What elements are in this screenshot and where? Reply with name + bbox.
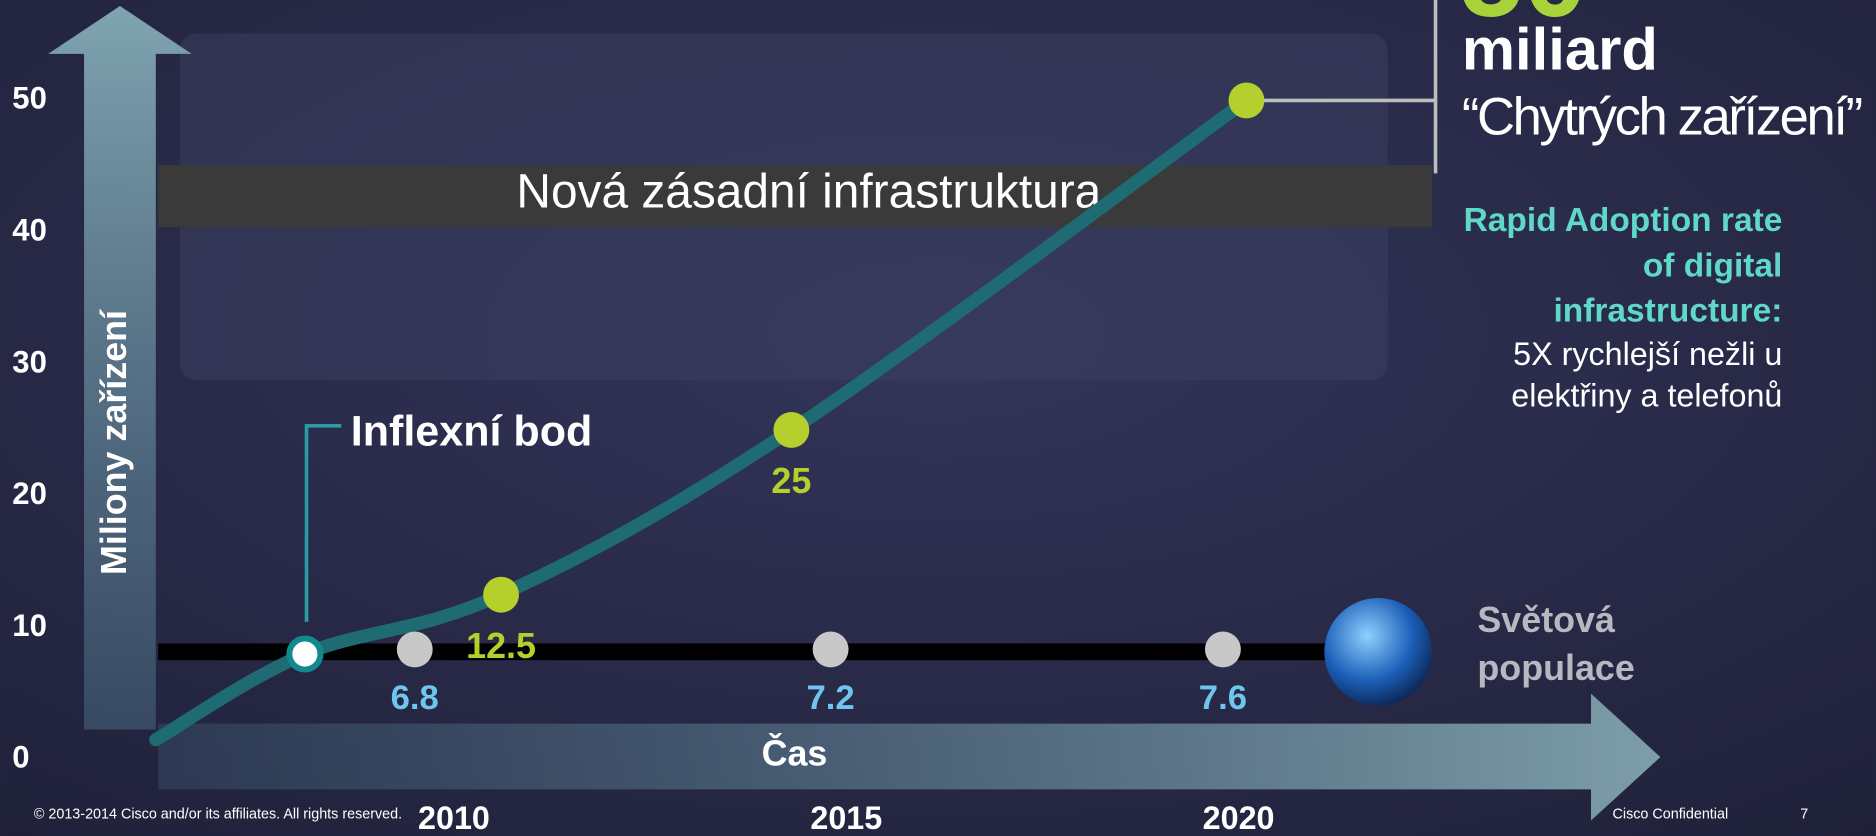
page: Nová zásadní infrastruktura Čas Miliony … xyxy=(0,0,1876,836)
x-tick-label: 2010 xyxy=(418,800,490,836)
inflection-label: Inflexní bod xyxy=(351,408,593,456)
y-tick-label: 40 xyxy=(12,212,47,247)
population-label: 7.2 xyxy=(807,679,855,717)
slide: Nová zásadní infrastruktura Čas Miliony … xyxy=(0,0,1876,836)
y-tick-label: 50 xyxy=(12,81,47,116)
y-axis-label: Miliony zařízení xyxy=(94,309,134,575)
inflection-point xyxy=(289,638,320,669)
population-label: 6.8 xyxy=(391,679,439,717)
population-point xyxy=(397,631,433,667)
banner-title: Nová zásadní infrastruktura xyxy=(516,166,1101,219)
adoption-text: Rapid Adoption rate of digital infrastru… xyxy=(1424,197,1783,333)
data-label: 25 xyxy=(771,461,811,501)
data-label: 12.5 xyxy=(466,626,536,666)
data-point xyxy=(483,577,519,613)
data-point xyxy=(773,412,809,448)
x-axis-label: Čas xyxy=(762,733,828,773)
x-tick-label: 2015 xyxy=(810,800,882,836)
globe xyxy=(1324,598,1432,706)
y-tick-label: 20 xyxy=(12,476,47,511)
population-point xyxy=(1205,631,1241,667)
data-point xyxy=(1229,83,1265,119)
confidential: Cisco Confidential xyxy=(1613,806,1729,822)
population-label: 7.6 xyxy=(1199,679,1247,717)
y-tick-label: 10 xyxy=(12,608,47,643)
comparison-text: 5X rychlejší nežli u elektřiny a telefon… xyxy=(1424,334,1783,418)
y-tick-label: 0 xyxy=(12,740,29,775)
headline-value: 50 xyxy=(1459,0,1587,41)
y-tick-label: 30 xyxy=(12,344,47,379)
x-tick-label: 2020 xyxy=(1203,800,1275,836)
devices-label: “Chytrých zařízení” xyxy=(1462,88,1862,147)
population-point xyxy=(813,631,849,667)
page-number: 7 xyxy=(1800,806,1808,822)
adoption-box: Rapid Adoption rate of digital infrastru… xyxy=(1424,197,1783,436)
copyright: © 2013-2014 Cisco and/or its affiliates.… xyxy=(34,806,402,822)
